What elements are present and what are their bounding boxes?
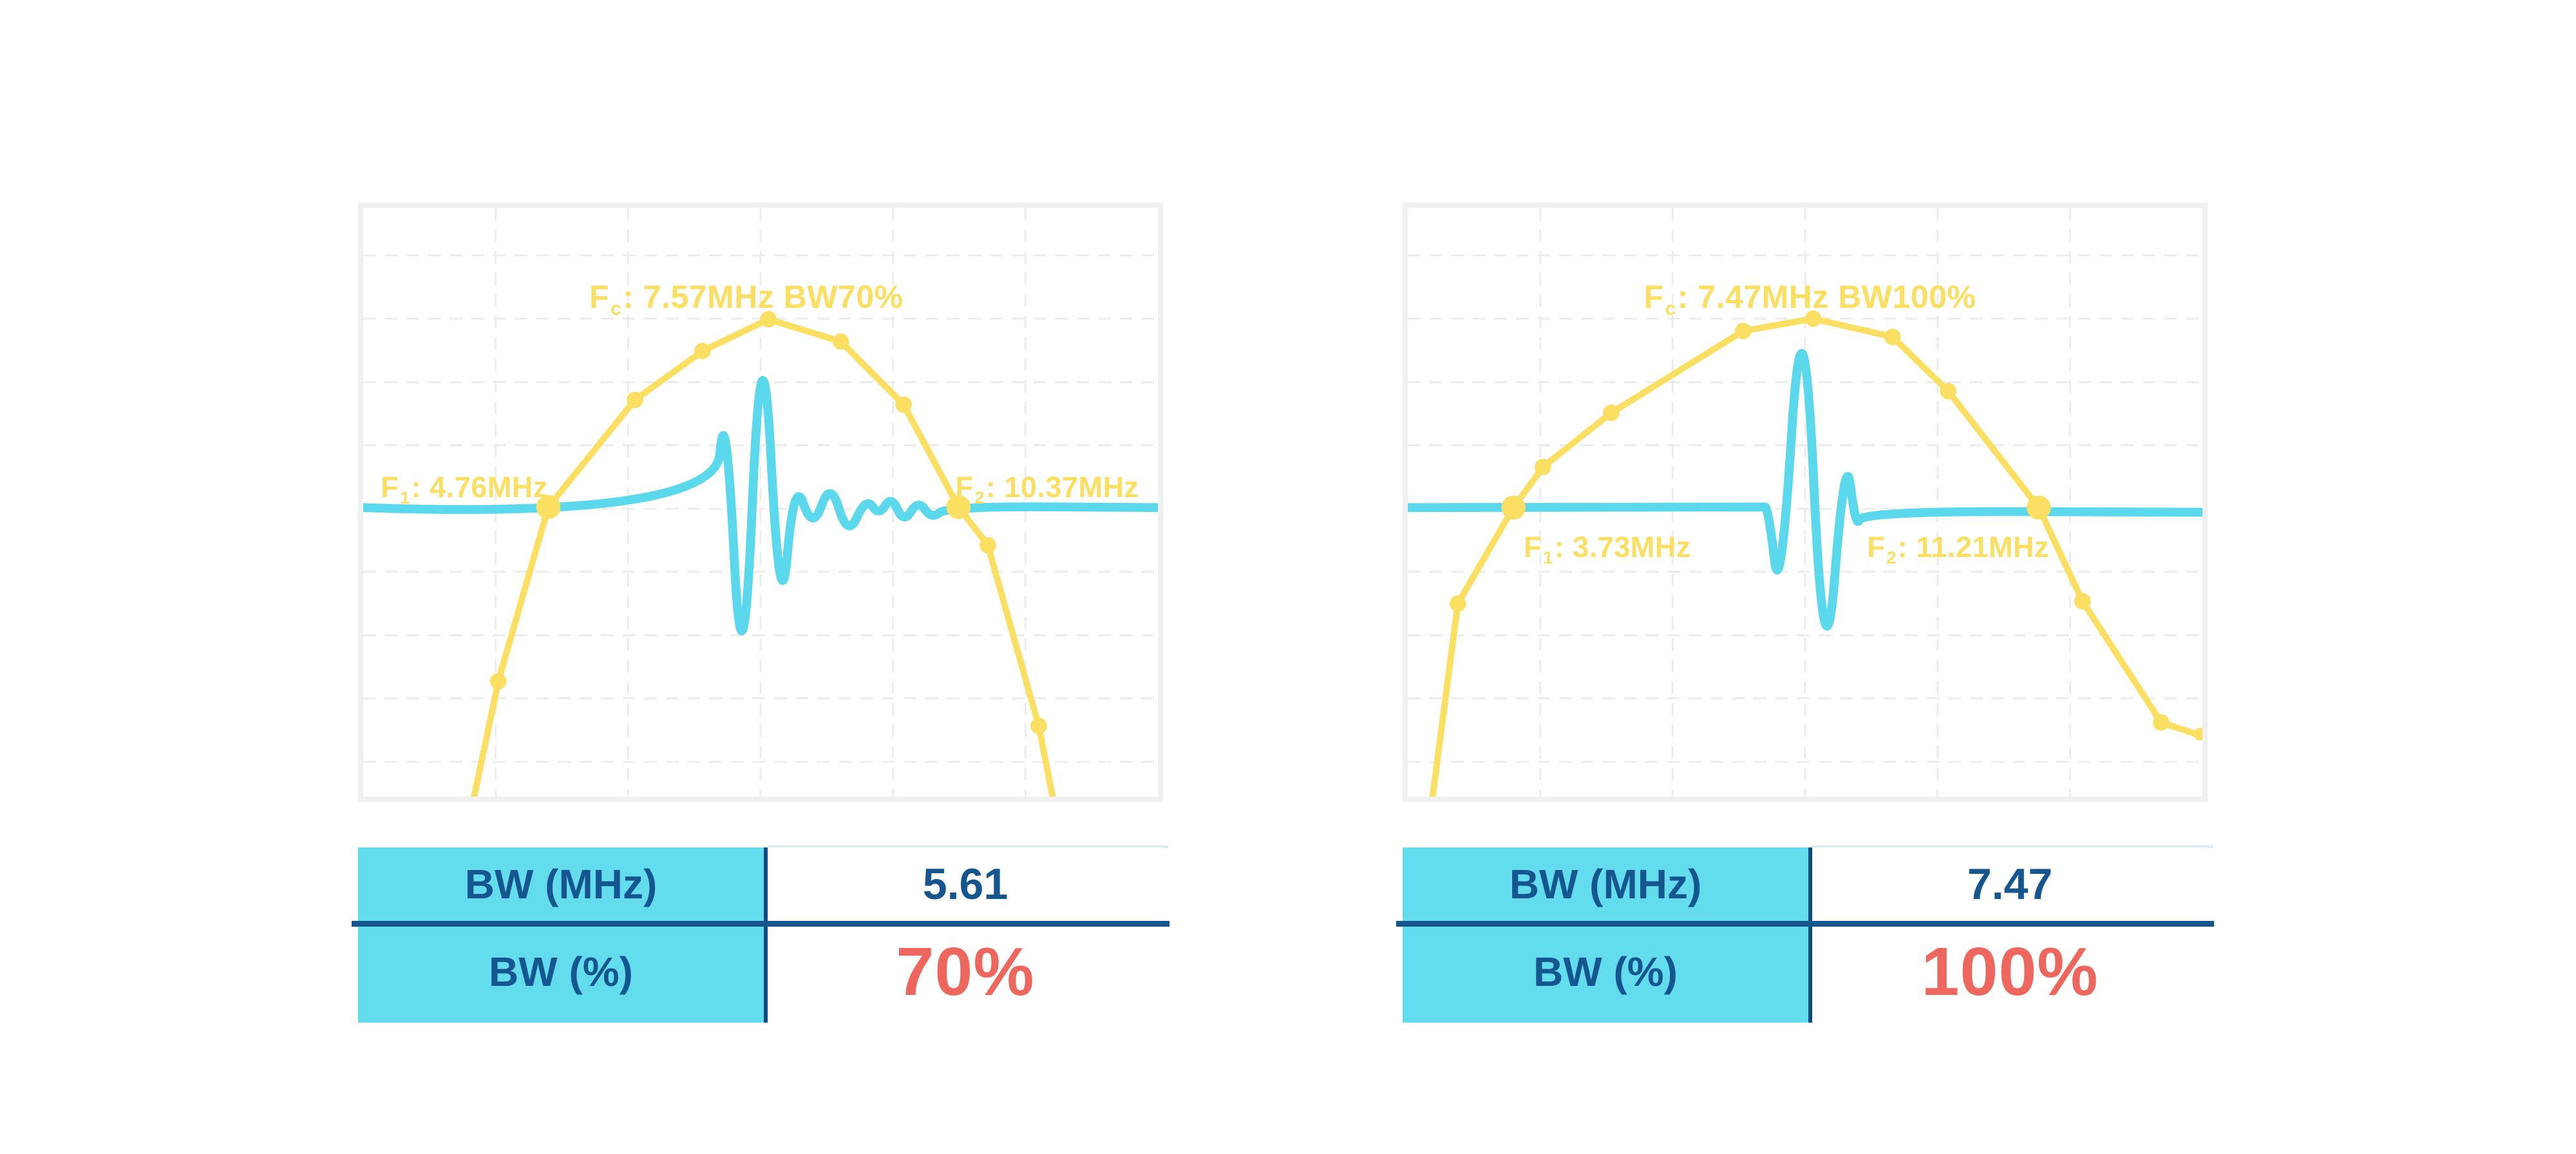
table-row: BW (%) 100% xyxy=(1403,921,2208,1023)
f1-label: F1: 3.73MHz xyxy=(1524,531,1691,568)
f2-label: F2: 11.21MHz xyxy=(1867,531,2049,568)
f1-value: : 3.73MHz xyxy=(1554,530,1691,563)
spectrum-chart-bw100: Fc: 7.47MHz BW100% F1: 3.73MHz F2: 11.21… xyxy=(1403,203,2208,802)
chart-plot-area xyxy=(363,208,1158,797)
table-row: BW (%) 70% xyxy=(358,921,1163,1023)
f1-value: : 4.76MHz xyxy=(411,470,548,504)
bw-mhz-header-cell: BW (MHz) xyxy=(1403,847,1812,921)
f1-subscript: 1 xyxy=(1543,548,1553,568)
table-row: BW (MHz) 5.61 xyxy=(358,847,1163,921)
f2-subscript: 2 xyxy=(974,487,985,507)
f2-label: F2: 10.37MHz xyxy=(955,471,1139,508)
table-top-accent-line xyxy=(768,846,1168,848)
f2-value: : 10.37MHz xyxy=(985,470,1139,504)
bw-percent-header-cell: BW (%) xyxy=(358,921,768,1023)
f1-symbol: F xyxy=(1524,530,1542,563)
bw-percent-value-cell: 100% xyxy=(1812,921,2208,1023)
spectrum-chart-bw70: Fc: 7.57MHz BW70% F1: 4.76MHz F2: 10.37M… xyxy=(358,203,1163,802)
f2-subscript: 2 xyxy=(1886,548,1897,568)
table-divider-rule xyxy=(352,921,1170,927)
f1-label: F1: 4.76MHz xyxy=(381,471,548,508)
f1-subscript: 1 xyxy=(400,487,410,507)
fc-value: : 7.47MHz BW100% xyxy=(1677,278,1976,315)
center-frequency-label: Fc: 7.47MHz BW100% xyxy=(1643,279,1976,321)
f2-symbol: F xyxy=(955,470,974,504)
bw-percent-header-cell: BW (%) xyxy=(1403,921,1812,1023)
bandwidth-table-left: BW (MHz) 5.61 BW (%) 70% xyxy=(352,846,1170,1023)
chart-plot-area xyxy=(1408,208,2202,797)
fc-subscript: c xyxy=(1665,298,1676,320)
bw-mhz-value-cell: 7.47 xyxy=(1812,847,2208,921)
table-divider-rule xyxy=(1396,921,2214,927)
fc-subscript: c xyxy=(611,298,622,320)
fc-symbol: F xyxy=(589,278,610,315)
center-frequency-label: Fc: 7.57MHz BW70% xyxy=(589,279,904,321)
bw-mhz-header-cell: BW (MHz) xyxy=(358,847,768,921)
f1-symbol: F xyxy=(381,470,399,504)
f2-value: : 11.21MHz xyxy=(1897,530,2049,563)
table-row: BW (MHz) 7.47 xyxy=(1403,847,2208,921)
fc-value: : 7.57MHz BW70% xyxy=(623,278,904,315)
table-top-accent-line xyxy=(1812,846,2213,848)
bandwidth-table-right: BW (MHz) 7.47 BW (%) 100% xyxy=(1396,846,2214,1023)
bw-percent-value-cell: 70% xyxy=(768,921,1163,1023)
fc-symbol: F xyxy=(1643,278,1664,315)
f2-symbol: F xyxy=(1867,530,1886,563)
bw-mhz-value-cell: 5.61 xyxy=(768,847,1163,921)
